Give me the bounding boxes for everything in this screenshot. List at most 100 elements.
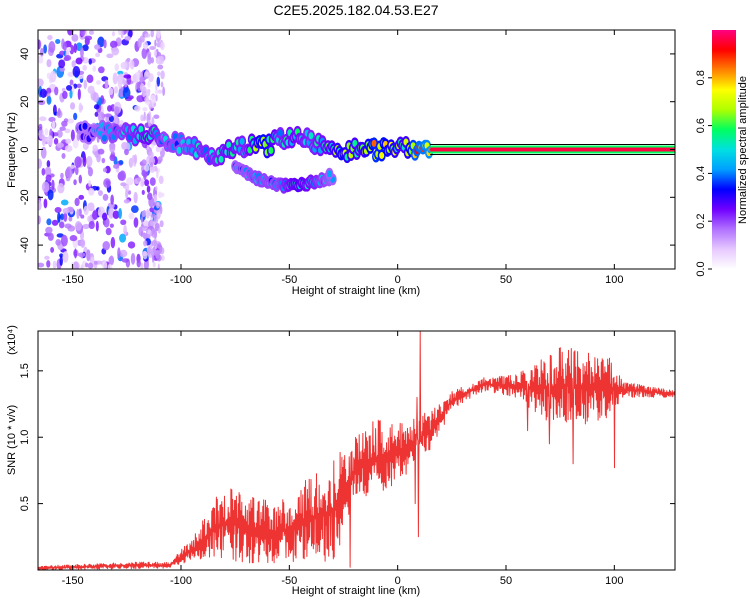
noise-blob bbox=[62, 90, 68, 100]
noise-blob bbox=[64, 128, 71, 134]
noise-blob bbox=[128, 30, 133, 38]
snr-x-label: Height of straight line (km) bbox=[292, 585, 420, 597]
noise-blob bbox=[126, 57, 131, 63]
noise-blob bbox=[74, 220, 82, 231]
noise-blob bbox=[69, 44, 75, 55]
snr-panel: -150 -100 -50 0 50 100 0.5 1.0 1.5 Height of st… bbox=[6, 325, 676, 597]
noise-blob bbox=[140, 262, 144, 269]
noise-blob bbox=[39, 116, 47, 122]
noise-blob bbox=[119, 249, 128, 258]
noise-blob bbox=[88, 179, 92, 187]
noise-blob bbox=[149, 207, 154, 213]
noise-blob bbox=[118, 86, 125, 98]
y-tick-label: -40 bbox=[19, 237, 31, 253]
x-tick-label: 50 bbox=[500, 575, 512, 587]
noise-blob bbox=[147, 113, 151, 119]
noise-blob bbox=[63, 56, 70, 61]
noise-blob bbox=[69, 79, 74, 86]
steady-line-core bbox=[430, 147, 675, 152]
noise-blob bbox=[110, 236, 116, 249]
noise-blob bbox=[149, 220, 156, 226]
noise-blob bbox=[143, 164, 150, 172]
noise-blob bbox=[65, 166, 73, 179]
noise-blob bbox=[115, 167, 120, 173]
noise-blob bbox=[153, 114, 160, 119]
noise-blob bbox=[147, 192, 153, 201]
x-tick-label: -150 bbox=[62, 274, 84, 286]
noise-blob bbox=[146, 144, 150, 150]
colorbar: 0.0 0.2 0.4 0.6 0.8 Normalized spectral ampl… bbox=[695, 30, 749, 277]
noise-blob bbox=[147, 80, 151, 88]
noise-blob bbox=[151, 144, 154, 149]
noise-blob bbox=[74, 197, 80, 207]
noise-blob bbox=[68, 216, 73, 222]
noise-blob bbox=[140, 215, 144, 225]
noise-blob bbox=[126, 177, 134, 186]
spectrogram-y-label: Frequency (Hz) bbox=[6, 112, 18, 188]
noise-blob bbox=[47, 135, 54, 146]
noise-blob bbox=[159, 246, 165, 255]
x-tick-label: -100 bbox=[170, 575, 192, 587]
noise-blob bbox=[150, 30, 154, 38]
noise-blob bbox=[38, 55, 44, 64]
noise-blob bbox=[122, 142, 131, 152]
noise-blob bbox=[148, 151, 154, 160]
noise-blob bbox=[80, 214, 85, 219]
noise-blob bbox=[97, 148, 105, 155]
noise-blob bbox=[149, 166, 156, 173]
noise-blob bbox=[97, 36, 105, 48]
trace-core bbox=[226, 141, 232, 149]
noise-blob bbox=[76, 208, 80, 219]
noise-blob bbox=[143, 219, 147, 227]
noise-blob bbox=[57, 212, 61, 223]
x-tick-label: 100 bbox=[605, 575, 623, 587]
noise-blob bbox=[38, 123, 43, 131]
noise-blob bbox=[60, 199, 69, 206]
noise-blob bbox=[38, 39, 41, 50]
noise-blob bbox=[110, 194, 114, 205]
trace-core bbox=[326, 170, 332, 178]
noise-blob bbox=[82, 64, 88, 71]
noise-blob bbox=[86, 249, 91, 262]
noise-blob bbox=[142, 107, 148, 112]
colorbar-ticks: 0.0 0.2 0.4 0.6 0.8 bbox=[695, 70, 712, 277]
noise-blob bbox=[157, 263, 160, 269]
noise-blob bbox=[143, 240, 148, 247]
noise-blob bbox=[49, 70, 57, 83]
noise-blob bbox=[109, 154, 116, 162]
noise-blob bbox=[83, 205, 89, 216]
noise-blob bbox=[156, 30, 161, 39]
x-tick-label: -50 bbox=[281, 575, 297, 587]
noise-blob bbox=[82, 223, 90, 230]
noise-blob bbox=[59, 221, 65, 229]
noise-blob bbox=[154, 39, 157, 47]
noise-blob bbox=[95, 52, 101, 58]
noise-blob bbox=[133, 217, 139, 228]
trace-core bbox=[218, 155, 224, 163]
noise-blob bbox=[67, 71, 75, 78]
noise-blob bbox=[132, 74, 137, 83]
noise-blob bbox=[40, 47, 44, 57]
noise-blob bbox=[82, 44, 89, 52]
spectrogram-marks bbox=[38, 30, 675, 269]
noise-blob bbox=[102, 241, 110, 251]
noise-blob bbox=[38, 199, 42, 211]
noise-blob bbox=[71, 60, 76, 68]
noise-blob bbox=[159, 220, 164, 228]
trace-core bbox=[371, 139, 377, 147]
noise-blob bbox=[47, 232, 54, 241]
noise-blob bbox=[113, 86, 119, 94]
noise-blob bbox=[66, 85, 73, 91]
y-tick-label: 0 bbox=[19, 146, 31, 152]
noise-blob bbox=[151, 228, 157, 238]
noise-blob bbox=[150, 247, 156, 257]
noise-blob bbox=[78, 194, 85, 200]
noise-blob bbox=[107, 207, 115, 219]
noise-blob bbox=[106, 105, 113, 112]
colorbar-tick-label: 0.0 bbox=[695, 261, 707, 276]
x-tick-label: 50 bbox=[500, 274, 512, 286]
noise-blob bbox=[48, 41, 56, 53]
noise-blob bbox=[48, 116, 56, 123]
noise-blob bbox=[119, 233, 127, 243]
noise-blob bbox=[54, 207, 62, 214]
